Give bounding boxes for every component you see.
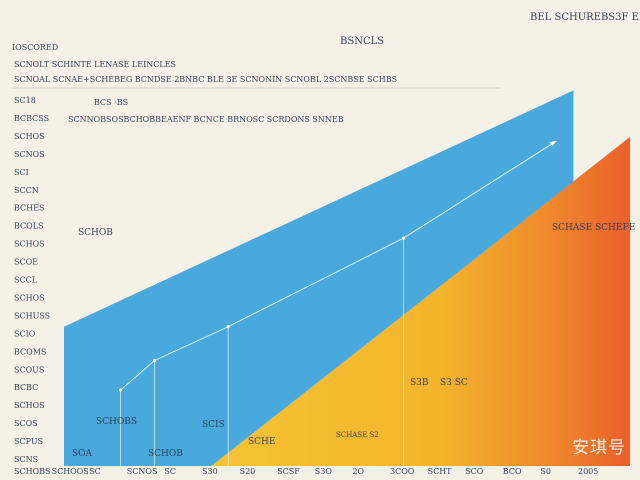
y-tick-label: SCNS: [14, 455, 38, 464]
annotation-2: SCHOB: [78, 228, 113, 238]
trend-layer: [119, 140, 557, 466]
y-tick-label: SCPUS: [14, 437, 43, 446]
y-tick-label: SCHUSS: [14, 311, 50, 320]
y-tick-label: BCBCSS: [14, 114, 49, 123]
y-tick-label: BCOMS: [14, 347, 46, 356]
y-tick-label: SCHOS: [14, 401, 45, 410]
trend-point-2: [152, 358, 157, 363]
y-tick-label: SCCL: [14, 276, 38, 285]
y-tick-label: BCBC: [14, 383, 38, 392]
x-tick-label: SC: [164, 467, 176, 476]
trend-arrowhead: [549, 141, 557, 147]
x-tick-label: 3COO: [390, 467, 415, 476]
annotation-5: S3B: [410, 378, 429, 388]
annotation-6: S3 SC: [440, 378, 468, 388]
annotation-4: SCHE: [248, 437, 275, 447]
legend-callout: SCHASE SCHEFE: [552, 223, 635, 233]
series-layer: [64, 90, 630, 467]
x-tick-label: S0: [540, 467, 551, 476]
watermark: 安琪号: [572, 438, 626, 458]
x-tick-label: SC: [89, 467, 101, 476]
annotation-7: SCHASE S2: [336, 431, 379, 439]
y-tick-label: SCI: [14, 168, 29, 177]
subtitle-line-3: SCNNOBSOSBCHOBBEAENF BCNCE BRNOSC SCRDON…: [68, 115, 344, 124]
x-tick-label: 2O: [352, 467, 364, 476]
top-left-label: IOSCORED: [12, 43, 58, 52]
y-tick-label: SCCN: [14, 186, 39, 195]
chart-title: BSNCLS: [340, 36, 384, 47]
y-tick-label: SCHOS: [14, 293, 45, 302]
x-tick-label: SCSF: [277, 467, 300, 476]
y-tick-label: SCHOS: [14, 132, 45, 141]
x-axis-start-label: SOA: [72, 449, 93, 459]
subtitle-line-2: SCNOAL SCNAE+SCHEBEG BCNDSE 2BNBC BLE 3E…: [14, 75, 397, 84]
y-tick-label: SCHOS: [14, 240, 45, 249]
x-tick-label: S20: [240, 467, 256, 476]
x-tick-label: SCNOS: [127, 467, 158, 476]
y-tick-label: BCHES: [14, 204, 44, 213]
x-tick-label: BCO: [503, 467, 522, 476]
x-tick-label: SCHT: [428, 467, 453, 476]
trend-point-1: [119, 388, 123, 392]
x-tick-labels: SCHOBS SCHOOS SC SCNOS SC S30 S20 SCSF S3O 2O 3COO…: [14, 467, 598, 476]
y-tick-label: SC18: [14, 96, 36, 105]
x-tick-label: SCO: [465, 467, 484, 476]
annotation-1: SCHOBS: [96, 417, 137, 427]
series-area-warm: [211, 136, 630, 466]
y-tick-label: SCOUS: [14, 365, 44, 374]
y-tick-label: SCNOS: [14, 150, 45, 159]
y-tick-label: SCOE: [14, 258, 38, 267]
x-tick-label: S3O: [315, 467, 333, 476]
header-right: BEL SCHUREBS3F EL: [530, 12, 640, 23]
y-tick-label: BCOLS: [14, 222, 44, 231]
x-tick-label: SCHOBS: [14, 467, 51, 476]
subtitle-line-1: SCNOLT SCHINTE LENASE LEINCLES: [14, 60, 176, 69]
annotation-3: SCIS: [202, 420, 225, 430]
y-tick-labels: SC18 BCBCSS SCHOS SCNOS SCI SCCN BCHES BCOLS SCH…: [14, 96, 50, 464]
secondary-label: BCS ·BS: [94, 98, 128, 107]
x-tick-label: SCHOOS: [52, 467, 89, 476]
x-tick-label: 2005: [578, 467, 598, 476]
x-axis-left-label: SCHOB: [148, 449, 183, 459]
trend-point-3: [226, 325, 230, 329]
x-tick-label: S30: [202, 467, 218, 476]
y-tick-label: SCIO: [14, 329, 36, 338]
y-tick-label: SCOS: [14, 419, 38, 428]
trend-point-4: [402, 236, 406, 240]
